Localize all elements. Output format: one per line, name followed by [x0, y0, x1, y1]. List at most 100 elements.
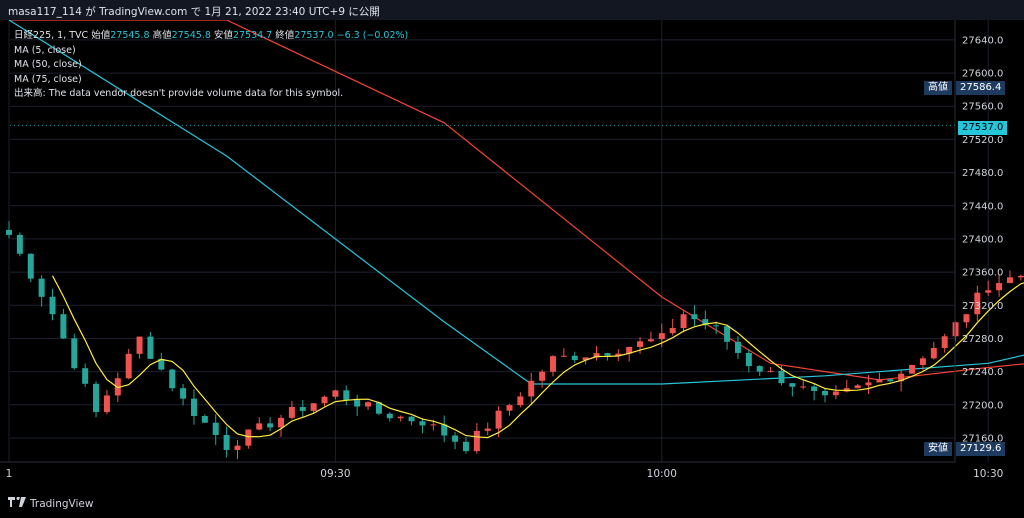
candle-body — [724, 326, 731, 342]
open-value: 27545.8 — [110, 30, 150, 41]
candle-body — [789, 383, 796, 387]
candle-body — [811, 386, 818, 391]
price-tick-label: 27160.0 — [962, 433, 1003, 444]
tradingview-logo-text: TradingView — [30, 497, 94, 510]
candle-body — [604, 353, 611, 356]
ma50-line — [8, 20, 1024, 385]
price-chart[interactable]: 27640.0 27600.0 27560.0 27520.0 27480.0 27440… — [0, 20, 1024, 491]
candle-body — [321, 396, 328, 404]
candle-body — [278, 417, 284, 428]
candle-body — [560, 355, 567, 357]
candle-body — [256, 423, 263, 430]
candle-body — [462, 441, 469, 452]
price-tick-label: 27400.0 — [962, 234, 1003, 245]
candle-body — [1006, 277, 1013, 284]
candle-body — [854, 385, 861, 389]
candle-body — [473, 430, 480, 452]
change-value: −6.3 (−0.02%) — [336, 30, 409, 41]
publish-header: masa117_114 が TradingView.com で 1月 21, 2… — [0, 0, 1024, 20]
candle-body — [343, 390, 350, 401]
candle-body — [158, 358, 165, 370]
symbol-name[interactable]: 日経225, 1, TVC — [14, 30, 89, 41]
time-axis[interactable]: 109:3010:0010:3011:0012:3013:0013:3014:0… — [0, 461, 1024, 480]
candle-body — [245, 429, 252, 446]
candle-body — [745, 352, 752, 367]
close-label: 終値 — [275, 30, 295, 41]
price-tick-label: 27200.0 — [962, 400, 1003, 411]
candle-body — [495, 410, 502, 429]
candle-body — [898, 373, 905, 382]
candle-body — [169, 369, 176, 389]
candle-body — [1017, 275, 1024, 278]
low-label: 安値 — [213, 30, 233, 41]
price-tick-label: 27440.0 — [962, 201, 1003, 212]
low-price-label: 27129.6 — [956, 442, 1006, 456]
candle-body — [310, 403, 317, 411]
price-tick-label: 27480.0 — [962, 168, 1003, 179]
ma50-legend[interactable]: MA (50, close) — [14, 59, 82, 70]
time-tick-label: 10:00 — [647, 468, 677, 480]
candle-body — [528, 380, 535, 397]
publish-info: masa117_114 が TradingView.com で 1月 21, 2… — [8, 6, 380, 18]
candle-body — [702, 319, 709, 326]
time-tick-label: 09:30 — [320, 468, 350, 480]
price-tick-label: 27600.0 — [962, 69, 1003, 80]
candle-body — [843, 388, 850, 392]
candle-body — [822, 390, 828, 396]
candle-body — [952, 322, 959, 337]
candle-body — [919, 358, 926, 365]
candle-body — [441, 424, 448, 436]
candle-body — [637, 341, 644, 347]
candle-body — [985, 290, 992, 293]
candle-body — [386, 413, 393, 419]
candle-body — [484, 428, 491, 431]
candle-body — [593, 353, 600, 358]
candle-body — [647, 339, 654, 342]
ma50-path — [8, 20, 1024, 385]
candle-body — [930, 347, 937, 359]
candle-body — [517, 396, 524, 406]
ma5-legend[interactable]: MA (5, close) — [14, 44, 76, 56]
candle-body — [354, 400, 361, 407]
price-tick-label: 27640.0 — [962, 35, 1003, 46]
candle-body — [136, 336, 143, 354]
candle-body — [713, 325, 720, 327]
candle-body — [408, 416, 415, 422]
candle-body — [299, 406, 306, 411]
candle-body — [734, 341, 741, 353]
candle-body — [375, 402, 382, 414]
candle-body — [147, 336, 154, 359]
open-label: 始値 — [91, 30, 111, 41]
candle-body — [190, 398, 197, 417]
candle-body — [103, 395, 110, 413]
candle-body — [506, 405, 513, 411]
tradingview-logo[interactable]: TradingView — [8, 497, 93, 510]
candle-body — [756, 366, 763, 372]
candle-body — [767, 370, 774, 372]
candle-body — [909, 364, 916, 374]
candle-body — [452, 435, 459, 442]
candle-body — [332, 390, 339, 397]
candle-body — [887, 379, 894, 382]
high-label: 高値 — [152, 30, 172, 41]
candle-body — [669, 328, 676, 334]
candle-body — [571, 355, 578, 361]
candle-body — [38, 278, 45, 297]
candle-body — [212, 422, 219, 435]
volume-legend[interactable]: 出来高: The data vendor doesn't provide vol… — [14, 88, 344, 99]
last-price-label: 27537.0 — [958, 121, 1008, 135]
candle-body — [288, 406, 295, 418]
candle-body — [93, 383, 100, 413]
price-axis[interactable]: 27640.0 27600.0 27560.0 27520.0 27480.0 27440… — [954, 20, 1003, 462]
candle-body — [201, 416, 208, 423]
high-price-label: 27586.4 — [956, 81, 1006, 95]
price-tick-label: 27520.0 — [962, 135, 1003, 146]
price-tick-label: 27320.0 — [962, 301, 1003, 312]
candle-body — [996, 283, 1003, 291]
ohlc-row: 日経225, 1, TVC 始値27545.8 高値27545.8 安値2753… — [14, 29, 408, 44]
ma75-legend[interactable]: MA (75, close) — [14, 73, 82, 85]
time-tick-label: 10:30 — [973, 468, 1003, 480]
chart-legend: 日経225, 1, TVC 始値27545.8 高値27545.8 安値2753… — [14, 29, 408, 102]
footer — [0, 491, 1024, 518]
candle-body — [267, 423, 274, 428]
